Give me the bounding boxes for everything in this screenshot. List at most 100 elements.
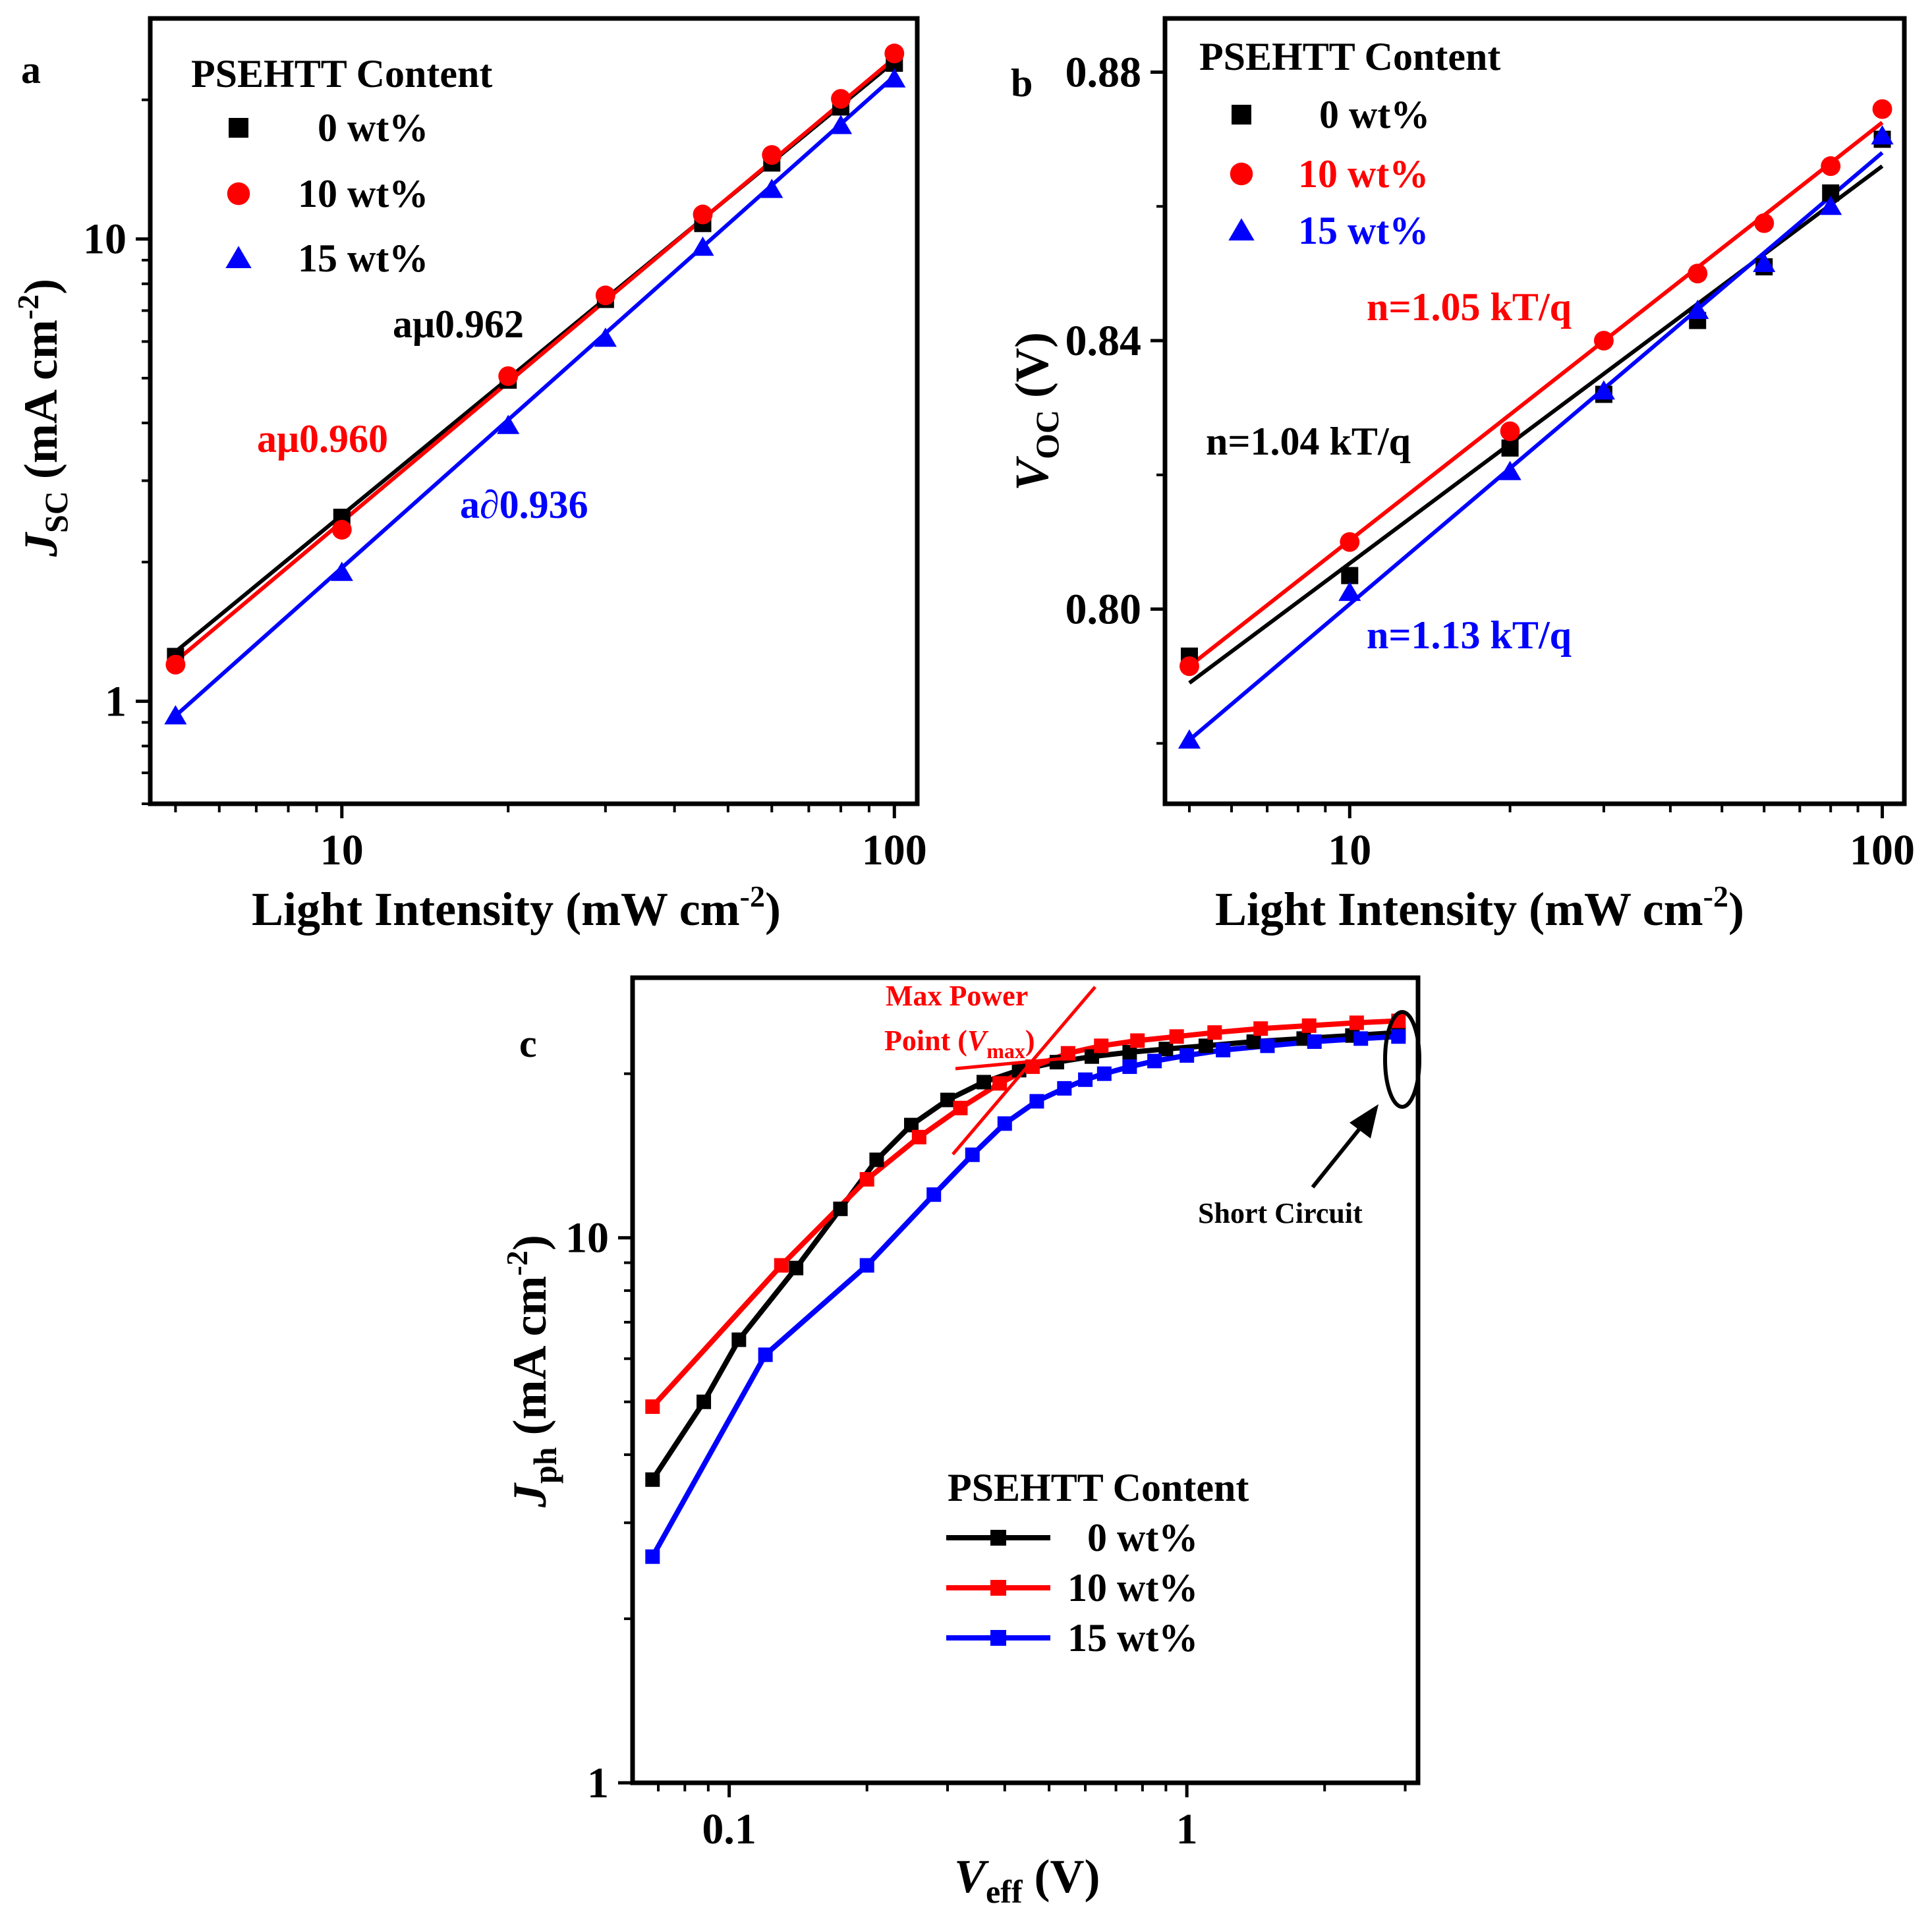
legend-marker — [1230, 162, 1253, 186]
fit-line — [1188, 151, 1884, 742]
data-point — [1207, 1025, 1222, 1040]
panel-b-chart: 10 100 0.80 0.84 0.88 b PSEHTT Content 0 wt% 10 … — [1006, 16, 1915, 936]
legend-marker — [229, 118, 248, 138]
ideality-annotation: n=1.05 kT/q — [1367, 285, 1572, 329]
fit-line — [1188, 121, 1884, 668]
tangent-line — [955, 1056, 1068, 1071]
data-point — [965, 1147, 980, 1162]
text-span: -2 — [11, 295, 45, 320]
data-point — [497, 414, 520, 434]
data-point — [829, 115, 853, 134]
y-tick-label: 0.84 — [1065, 317, 1142, 365]
data-point — [645, 1399, 660, 1415]
data-point — [645, 1472, 660, 1487]
data-point — [1872, 99, 1892, 119]
text-span: max — [986, 1039, 1025, 1063]
panel-c-letter: c — [519, 1022, 537, 1065]
data-point — [1307, 1034, 1322, 1050]
text-span: J — [14, 532, 67, 557]
data-point — [165, 654, 186, 675]
text-span: V — [967, 1024, 989, 1057]
text-span: J — [503, 1482, 556, 1508]
data-point — [1340, 532, 1360, 552]
legend-marker — [1228, 218, 1255, 240]
text-span: ) — [1025, 1024, 1035, 1057]
legend-label: 15 wt% — [298, 237, 428, 280]
text-span: Point ( — [884, 1024, 967, 1057]
data-point — [1686, 299, 1709, 320]
data-point — [691, 236, 714, 256]
data-point — [1057, 1080, 1072, 1096]
text-span: Light Intensity (mW cm — [1215, 883, 1703, 936]
legend-label: 10 wt% — [1298, 152, 1429, 196]
plot-frame — [630, 975, 1421, 1785]
text-span: (V) — [1006, 332, 1058, 410]
arrow-head — [1350, 1104, 1378, 1138]
legend-label: 0 wt% — [1087, 1516, 1198, 1559]
x-tick-label: 1 — [1176, 1805, 1198, 1853]
data-point — [789, 1260, 804, 1276]
data-point — [1078, 1072, 1093, 1087]
legend-marker — [990, 1630, 1006, 1646]
legend-label: 0 wt% — [1319, 93, 1430, 136]
max-power-point-label: Point (Vmax) — [884, 1024, 1035, 1063]
data-point — [831, 89, 851, 109]
data-point — [1753, 252, 1776, 272]
text-span: (mA cm — [503, 1276, 556, 1447]
y-tick-label: 10 — [83, 215, 127, 264]
data-point — [696, 1394, 712, 1409]
data-point — [1353, 1031, 1369, 1046]
data-point — [859, 1258, 874, 1273]
data-point — [1349, 1015, 1364, 1030]
data-point — [1498, 461, 1521, 480]
text-span: V — [1006, 456, 1058, 491]
data-point — [1391, 1029, 1406, 1044]
legend-label: 0 wt% — [318, 106, 428, 150]
panel-b-letter: b — [1011, 61, 1033, 105]
x-tick-label: 10 — [1328, 826, 1371, 874]
slope-annotation: aμ0.962 — [393, 302, 524, 346]
text-span: (V) — [1023, 1850, 1100, 1903]
legend-title: PSEHTT Content — [191, 52, 492, 96]
data-point — [883, 68, 906, 88]
panel-a-letter: a — [21, 48, 41, 92]
data-point — [164, 705, 187, 725]
legend-title: PSEHTT Content — [948, 1466, 1249, 1509]
data-point — [833, 1201, 848, 1216]
data-point — [1821, 156, 1841, 177]
text-span: SC — [38, 491, 74, 533]
data-point — [940, 1092, 955, 1108]
x-axis-label: Veff (V) — [954, 1850, 1100, 1908]
data-point — [1819, 196, 1842, 215]
data-point — [884, 43, 905, 64]
data-point — [1169, 1029, 1184, 1044]
y-tick-label: 1 — [587, 1759, 609, 1807]
legend-label: 10 wt% — [298, 172, 428, 215]
data-point — [693, 204, 713, 225]
legend-marker — [990, 1530, 1006, 1546]
data-point — [1094, 1038, 1109, 1053]
data-point — [1216, 1042, 1231, 1057]
x-tick-label: 100 — [862, 826, 927, 874]
slope-annotation: aμ0.960 — [257, 417, 388, 461]
fit-line — [174, 74, 896, 717]
y-tick-label: 0.88 — [1065, 49, 1142, 97]
plot-frame — [148, 16, 920, 806]
data-point — [1122, 1059, 1137, 1075]
y-axis-label: Jph (mA cm-2) — [500, 1235, 563, 1508]
legend-marker — [990, 1580, 1006, 1596]
data-point — [1688, 264, 1708, 284]
tangent-line — [952, 986, 1096, 1156]
y-axis-label: VOC (V) — [1006, 332, 1065, 491]
data-point — [869, 1152, 884, 1167]
data-point — [1501, 439, 1519, 457]
text-span: ) — [503, 1235, 556, 1250]
data-point — [953, 1100, 968, 1115]
data-point — [1179, 656, 1199, 677]
slope-annotation: a∂0.936 — [460, 483, 588, 526]
data-point — [595, 285, 615, 306]
text-span: ) — [1728, 883, 1744, 936]
series-line — [650, 1030, 1399, 1482]
